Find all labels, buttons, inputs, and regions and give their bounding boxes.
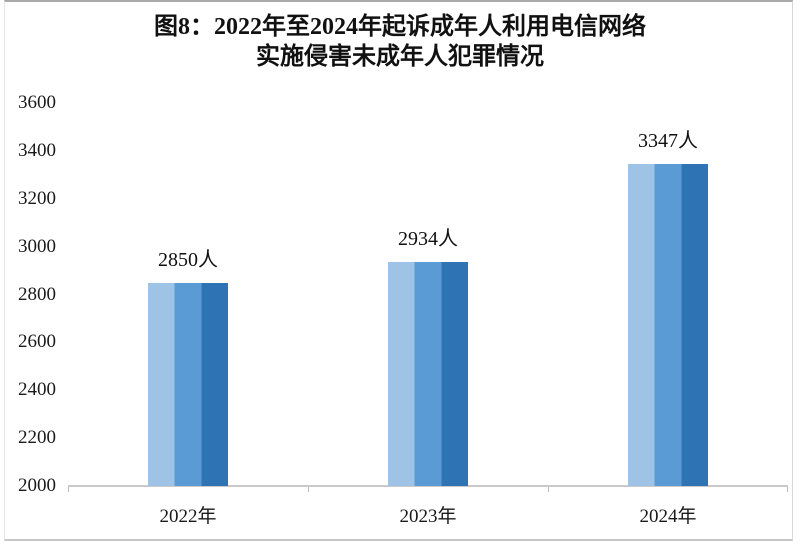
bar-2022年 [148,282,228,486]
y-axis-tick-label: 3200 [18,187,56,209]
x-axis-category-label: 2024年 [639,506,697,527]
x-axis-line [68,485,788,487]
y-axis-tick-label: 2600 [18,331,56,353]
y-axis-tick-label: 3600 [18,92,56,113]
x-axis-category-label: 2023年 [399,506,457,527]
x-axis-tick-mark [308,487,309,492]
y-axis-tick-label: 3400 [18,139,56,161]
chart-title: 图8：2022年至2024年起诉成年人利用电信网络 实施侵害未成年人犯罪情况 [0,12,800,72]
x-axis-tick-mark [68,487,69,492]
y-axis-tick-label: 2400 [18,379,56,401]
x-axis-category-label: 2022年 [159,506,217,527]
y-axis-tick-label: 2800 [18,283,56,305]
y-axis-tick-label: 2000 [18,475,56,496]
chart-title-line-1: 图8：2022年至2024年起诉成年人利用电信网络 [154,14,646,40]
bar-2024年 [628,163,708,486]
bar-value-label: 2934人 [398,228,458,251]
bar-2023年 [388,262,468,486]
y-axis-tick-label: 3000 [18,235,56,257]
x-axis-tick-mark [548,487,549,492]
bar-value-label: 2850人 [158,248,218,271]
y-axis-tick-label: 2200 [18,427,56,449]
bar-value-label: 3347人 [638,129,698,152]
chart-title-line-2: 实施侵害未成年人犯罪情况 [256,44,544,70]
x-axis-tick-mark [787,487,788,492]
